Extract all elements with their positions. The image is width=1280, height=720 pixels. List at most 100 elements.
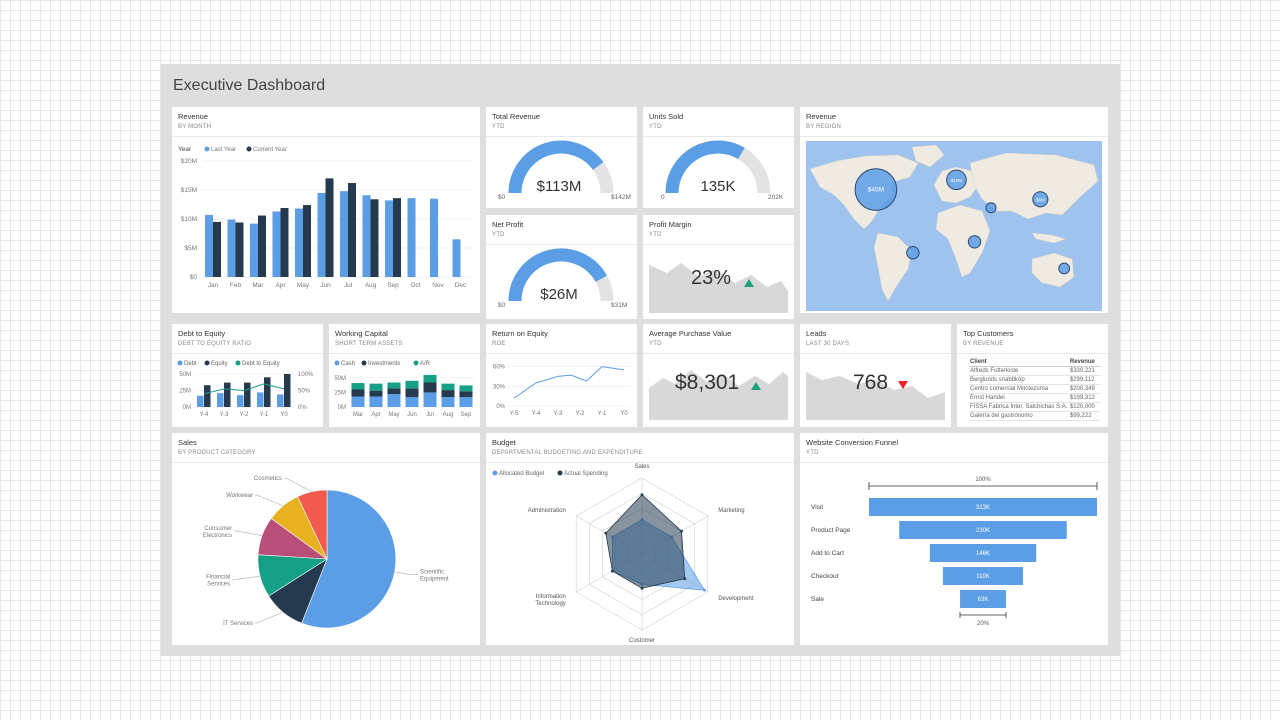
- total-revenue-gauge: $0 $142M $113M: [498, 140, 631, 201]
- bar-current-year: [325, 178, 334, 277]
- legend-allocated[interactable]: Allocated Budget: [499, 471, 545, 477]
- region-bubble: [1032, 191, 1049, 208]
- y2-tick-label: 100%: [298, 372, 314, 378]
- funnel-stage-name: Product Page: [811, 527, 851, 534]
- top-customers-card[interactable]: Top Customers BY REVENUE Client Revenue …: [957, 324, 1108, 427]
- conversion-funnel-card[interactable]: Website Conversion Funnel YTD 100% 20% V…: [800, 433, 1108, 645]
- bar-last-year: [385, 200, 393, 277]
- bar-investments: [441, 390, 455, 398]
- legend-ar[interactable]: A/R: [420, 361, 431, 367]
- pie-slice-label: Workwear: [226, 493, 253, 499]
- radar-point: [683, 577, 687, 581]
- pie-slice-label: IT Services: [223, 621, 253, 627]
- y-tick-label: 30%: [493, 384, 506, 390]
- legend-debt[interactable]: Debt: [184, 361, 197, 367]
- sales-by-category-card[interactable]: Sales BY PRODUCT CATEGORY Scientific Equi…: [172, 433, 480, 645]
- legend-current-year[interactable]: Current Year: [253, 147, 287, 153]
- bar-ar: [441, 383, 455, 391]
- net-profit-card[interactable]: Net Profit YTD $0 $31M $26M: [486, 215, 637, 319]
- africa-shape: [935, 204, 991, 278]
- gauge-min: $0: [498, 302, 506, 309]
- legend-marker-ar: [413, 360, 419, 366]
- profit-margin-card[interactable]: Profit Margin YTD 23%: [643, 215, 794, 319]
- return-on-equity-card[interactable]: Return on Equity ROE 0% 30% 60% Y-5 Y-4 Y-3 Y-…: [486, 324, 637, 427]
- x-tick-label: Apr: [275, 282, 286, 289]
- gauge-max: $31M: [611, 302, 627, 309]
- revenue-by-month-card[interactable]: Revenue BY MONTH Year Last Year Current …: [172, 107, 480, 313]
- y-tick-label: $20M: [181, 158, 197, 165]
- x-tick-label: Y0: [620, 411, 628, 417]
- table-row[interactable]: Berglunds snabbköp $299,112: [969, 375, 1101, 385]
- pie-slice: [301, 489, 397, 629]
- leader-line: [255, 494, 284, 507]
- funnel-stage-name: Checkout: [811, 573, 839, 580]
- radar-axis-label: Administration: [528, 508, 566, 514]
- x-tick-label: Sep: [461, 412, 472, 418]
- funnel-stage-name: Visit: [811, 504, 823, 511]
- card-title: Units Sold: [649, 112, 684, 121]
- x-tick-label: Oct: [410, 282, 420, 289]
- legend-cash[interactable]: Cash: [341, 361, 355, 367]
- table-row[interactable]: FISSA Fabrica Inter. Salchichas S.A. $120…: [969, 402, 1101, 412]
- column-header-client[interactable]: Client: [969, 358, 1069, 367]
- legend-ratio[interactable]: Debt to Equity: [242, 361, 280, 367]
- client-cell: Centro comercial Moctezuma: [969, 384, 1069, 394]
- table-row[interactable]: Ernst Handel $199,312: [969, 393, 1101, 403]
- leads-card[interactable]: Leads LAST 30 DAYS 768: [800, 324, 951, 427]
- bar-ar: [369, 383, 383, 391]
- legend-last-year[interactable]: Last Year: [211, 147, 236, 153]
- y-tick-label: 60%: [493, 365, 506, 371]
- average-purchase-card[interactable]: Average Purchase Value YTD $8,301: [643, 324, 794, 427]
- bar-cash: [387, 394, 401, 407]
- revenue-by-region-card[interactable]: Revenue BY REGION $45M $10M $6M: [800, 107, 1108, 313]
- client-cell: Alfreds Futterkiste: [969, 366, 1069, 376]
- legend-equity[interactable]: Equity: [211, 361, 228, 367]
- gauge-min: 0: [661, 194, 665, 201]
- bar-debt: [237, 395, 244, 407]
- bar-current-year: [348, 183, 356, 277]
- card-subtitle: ROE: [492, 341, 506, 347]
- units-sold-card[interactable]: Units Sold YTD 0 202K 135K: [643, 107, 794, 208]
- radar-axis-label: Information Technology: [535, 594, 565, 607]
- table-row[interactable]: Centro comercial Moctezuma $200,349: [969, 384, 1101, 394]
- x-tick-label: Aug: [365, 282, 377, 289]
- x-tick-label: Y-2: [576, 411, 585, 417]
- column-header-revenue[interactable]: Revenue: [1068, 358, 1101, 367]
- revenue-cell: $200,349: [1068, 384, 1101, 394]
- bubble-label: $10M: [951, 178, 963, 183]
- bar-cash: [369, 396, 383, 407]
- table-row[interactable]: Alfreds Futterkiste $330,221: [969, 366, 1101, 376]
- legend-investments[interactable]: Investments: [368, 361, 400, 367]
- working-capital-card[interactable]: Working Capital SHORT TERM ASSETS Cash I…: [329, 324, 480, 427]
- funnel-top-percent: 100%: [975, 477, 991, 483]
- bar-investments: [405, 388, 419, 398]
- card-subtitle: YTD: [492, 232, 505, 238]
- units-sold-gauge: 0 202K 135K: [661, 140, 784, 201]
- total-revenue-card[interactable]: Total Revenue YTD $0 $142M $113M: [486, 107, 637, 208]
- revenue-cell: $199,312: [1068, 393, 1101, 403]
- leader-line: [234, 530, 263, 536]
- x-tick-label: Mar: [252, 282, 264, 289]
- radar-point: [604, 531, 608, 535]
- x-tick-label: May: [388, 412, 399, 418]
- region-bubble: [906, 246, 920, 260]
- card-title: Profit Margin: [649, 220, 692, 229]
- revenue-cell: $99,222: [1068, 411, 1101, 421]
- x-tick-label: Mar: [353, 412, 363, 418]
- table-row[interactable]: Galería del gastrónomo $99,222: [969, 411, 1101, 421]
- card-title: Top Customers: [963, 329, 1014, 338]
- legend-actual[interactable]: Actual Spending: [564, 471, 608, 477]
- radar-axis-label: Development: [718, 596, 754, 602]
- leader-line: [232, 575, 261, 580]
- australia-shape: [1031, 252, 1075, 288]
- region-bubble: [1058, 262, 1071, 275]
- y-tick-label: 0M: [338, 405, 346, 411]
- debt-to-equity-card[interactable]: Debt to Equity DEBT TO EQUITY RATIO Debt…: [172, 324, 323, 427]
- world-map[interactable]: $45M $10M $6M: [806, 141, 1102, 311]
- funnel-chart: 100% 20% Visit 313K Product Page 230K Add to…: [811, 477, 1098, 627]
- bar-equity: [204, 385, 211, 407]
- budget-card[interactable]: Budget DEPARTMENTAL BUDGETING AND EXPEND…: [486, 433, 794, 645]
- radar-point: [703, 588, 706, 592]
- bar-investments: [387, 388, 401, 395]
- bar-equity: [244, 382, 251, 407]
